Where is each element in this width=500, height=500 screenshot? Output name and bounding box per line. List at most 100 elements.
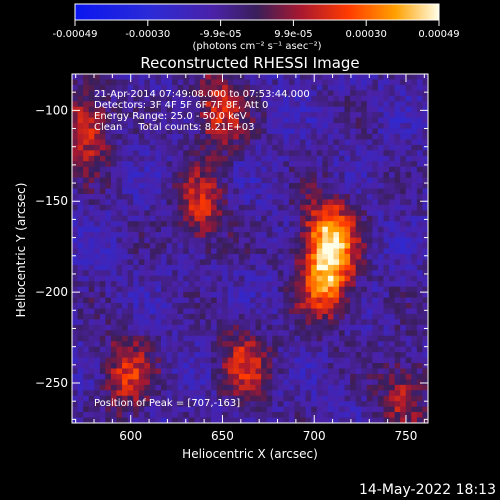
heatmap-cell [110, 106, 117, 113]
heatmap-cell [255, 341, 262, 348]
heatmap-cell [266, 183, 273, 189]
heatmap-cell [422, 379, 429, 386]
heatmap-cell [266, 199, 273, 206]
heatmap-cell [216, 330, 223, 337]
heatmap-cell [327, 139, 334, 146]
heatmap-cell [277, 379, 284, 386]
heatmap-cell [244, 193, 251, 200]
heatmap-cell [389, 357, 396, 364]
heatmap-cell [88, 373, 95, 380]
heatmap-cell [266, 335, 273, 342]
heatmap-cell [294, 177, 301, 184]
heatmap-cell [216, 161, 223, 168]
heatmap-cell [366, 166, 373, 173]
heatmap-cell [300, 303, 307, 309]
heatmap-cell [99, 221, 106, 228]
heatmap-cell [216, 363, 223, 369]
heatmap-cell [166, 275, 173, 282]
heatmap-cell [216, 123, 223, 129]
heatmap-cell [99, 248, 106, 255]
heatmap-cell [222, 308, 229, 315]
heatmap-cell [105, 188, 112, 195]
heatmap-cell [250, 215, 256, 222]
heatmap-cell [361, 390, 368, 397]
heatmap-cell [72, 112, 78, 119]
heatmap-cell [377, 379, 384, 386]
heatmap-cell [199, 177, 206, 184]
heatmap-cell [166, 112, 173, 119]
heatmap-cell [205, 401, 212, 408]
heatmap-cell [422, 101, 429, 108]
heatmap-cell [166, 161, 173, 168]
heatmap-cell [116, 286, 123, 293]
heatmap-cell [266, 237, 273, 244]
heatmap-cell [344, 390, 351, 397]
heatmap-cell [166, 352, 173, 358]
heatmap-cell [344, 123, 351, 129]
heatmap-cell [389, 74, 396, 80]
heatmap-cell [355, 341, 362, 348]
heatmap-cell [394, 401, 401, 408]
heatmap-cell [205, 84, 212, 91]
heatmap-cell [116, 308, 123, 315]
heatmap-cell [127, 308, 134, 315]
heatmap-cell [416, 74, 423, 80]
heatmap-cell [138, 253, 145, 260]
heatmap-cell [294, 155, 301, 162]
heatmap-cell [350, 84, 357, 91]
heatmap-cell [283, 123, 290, 129]
heatmap-cell [294, 166, 301, 173]
heatmap-cell [255, 352, 262, 358]
heatmap-cell [333, 259, 340, 266]
heatmap-cell [344, 106, 351, 113]
heatmap-cell [344, 308, 351, 315]
heatmap-cell [110, 79, 117, 86]
heatmap-cell [350, 74, 357, 80]
heatmap-cell [222, 341, 229, 348]
heatmap-cell [366, 379, 373, 386]
heatmap-cell [83, 150, 90, 157]
heatmap-cell [83, 297, 90, 304]
heatmap-cell [261, 215, 268, 222]
heatmap-cell [322, 128, 329, 135]
heatmap-cell [333, 412, 340, 418]
heatmap-cell [205, 292, 212, 298]
heatmap-cell [211, 117, 218, 124]
heatmap-cell [300, 243, 307, 249]
heatmap-cell [116, 259, 123, 266]
heatmap-cell [199, 172, 206, 179]
heatmap-cell [272, 346, 279, 353]
heatmap-cell [77, 324, 84, 331]
heatmap-cell [83, 177, 90, 184]
heatmap-cell [355, 150, 362, 157]
heatmap-cell [188, 150, 195, 157]
heatmap-cell [350, 275, 357, 282]
heatmap-cell [222, 313, 229, 320]
heatmap-cell [211, 281, 218, 288]
heatmap-cell [355, 297, 362, 304]
heatmap-cell [355, 193, 362, 200]
heatmap-cell [250, 183, 256, 189]
heatmap-cell [122, 286, 129, 293]
heatmap-cell [350, 417, 357, 424]
heatmap-cell [377, 139, 384, 146]
heatmap-cell [88, 352, 95, 358]
heatmap-cell [105, 412, 112, 418]
heatmap-cell [372, 303, 379, 309]
heatmap-cell [77, 373, 84, 380]
heatmap-cell [344, 144, 351, 151]
heatmap-cell [161, 253, 167, 260]
heatmap-cell [127, 90, 134, 97]
heatmap-cell [311, 133, 318, 140]
x-tick-label: 600 [119, 429, 142, 443]
heatmap-cell [205, 215, 212, 222]
heatmap-cell [227, 161, 234, 168]
heatmap-cell [372, 139, 379, 146]
heatmap-cell [355, 330, 362, 337]
heatmap-cell [283, 117, 290, 124]
heatmap-cell [383, 390, 390, 397]
heatmap-cell [250, 128, 256, 135]
heatmap-cell [238, 363, 245, 369]
heatmap-cell [250, 155, 256, 162]
heatmap-cell [405, 352, 412, 358]
